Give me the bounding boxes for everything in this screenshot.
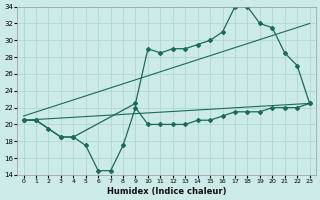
- X-axis label: Humidex (Indice chaleur): Humidex (Indice chaleur): [107, 187, 226, 196]
